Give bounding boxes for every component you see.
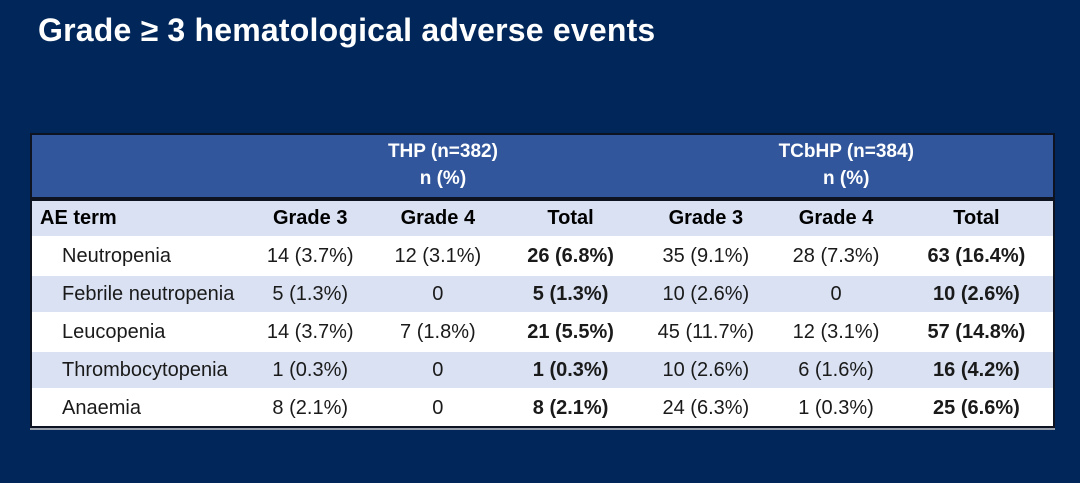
value-cell: 0 [374, 350, 502, 389]
value-cell: 10 (2.6%) [639, 274, 773, 313]
group-header-thp-name: THP (n=382) [387, 141, 498, 163]
column-header-tcbhp-grade3: Grade 3 [639, 199, 773, 237]
total-cell: 8 (2.1%) [501, 388, 640, 426]
total-cell: 25 (6.6%) [899, 388, 1053, 426]
total-cell: 63 (16.4%) [899, 236, 1053, 275]
ae-term-cell: Anaemia [32, 388, 247, 426]
value-cell: 1 (0.3%) [246, 350, 375, 389]
column-header-row: AE term Grade 3 Grade 4 Total Grade 3 Gr… [32, 199, 1053, 237]
total-cell: 57 (14.8%) [899, 312, 1053, 351]
total-cell: 16 (4.2%) [899, 350, 1053, 389]
adverse-events-table-container: THP (n=382) n (%) TCbHP (n=384) n (%) AE… [30, 133, 1055, 428]
value-cell: 7 (1.8%) [374, 312, 502, 351]
table-row-thrombocytopenia: Thrombocytopenia 1 (0.3%) 0 1 (0.3%) 10 … [32, 350, 1053, 389]
ae-term-cell: Thrombocytopenia [32, 350, 247, 389]
total-cell: 26 (6.8%) [501, 236, 640, 275]
group-header-tcbhp-unit: n (%) [823, 168, 870, 189]
table-row-febrile-neutropenia: Febrile neutropenia 5 (1.3%) 0 5 (1.3%) … [32, 274, 1053, 313]
value-cell: 45 (11.7%) [639, 312, 773, 351]
total-cell: 1 (0.3%) [501, 350, 640, 389]
group-header-thp-unit: n (%) [419, 168, 467, 189]
column-header-thp-grade4: Grade 4 [374, 199, 502, 237]
group-header-thp: THP (n=382) n (%) [246, 135, 640, 201]
value-cell: 1 (0.3%) [772, 388, 900, 426]
value-cell: 6 (1.6%) [772, 350, 900, 389]
column-header-ae-term: AE term [32, 199, 247, 237]
ae-term-cell: Febrile neutropenia [32, 274, 247, 313]
ae-term-cell: Leucopenia [32, 312, 247, 351]
column-header-thp-total: Total [501, 199, 640, 237]
ae-term-cell: Neutropenia [32, 236, 247, 275]
value-cell: 24 (6.3%) [639, 388, 773, 426]
value-cell: 5 (1.3%) [246, 274, 375, 313]
value-cell: 28 (7.3%) [772, 236, 900, 275]
value-cell: 35 (9.1%) [639, 236, 773, 275]
group-header-row: THP (n=382) n (%) TCbHP (n=384) n (%) [32, 135, 1053, 201]
total-cell: 10 (2.6%) [899, 274, 1053, 313]
total-cell: 21 (5.5%) [501, 312, 640, 351]
value-cell: 0 [772, 274, 900, 313]
group-header-tcbhp-name: TCbHP (n=384) [778, 141, 914, 163]
column-header-tcbhp-total: Total [899, 199, 1053, 237]
column-header-tcbhp-grade4: Grade 4 [772, 199, 900, 237]
value-cell: 0 [374, 274, 502, 313]
table-row-anaemia: Anaemia 8 (2.1%) 0 8 (2.1%) 24 (6.3%) 1 … [32, 388, 1053, 426]
value-cell: 12 (3.1%) [772, 312, 900, 351]
value-cell: 14 (3.7%) [246, 236, 375, 275]
value-cell: 8 (2.1%) [246, 388, 375, 426]
value-cell: 0 [374, 388, 502, 426]
value-cell: 10 (2.6%) [639, 350, 773, 389]
adverse-events-table: THP (n=382) n (%) TCbHP (n=384) n (%) AE… [32, 135, 1053, 426]
page-title: Grade ≥ 3 hematological adverse events [38, 12, 656, 48]
value-cell: 14 (3.7%) [246, 312, 375, 351]
table-row-neutropenia: Neutropenia 14 (3.7%) 12 (3.1%) 26 (6.8%… [32, 236, 1053, 275]
column-header-thp-grade3: Grade 3 [246, 199, 375, 237]
group-header-spacer [32, 135, 247, 201]
total-cell: 5 (1.3%) [501, 274, 640, 313]
value-cell: 12 (3.1%) [374, 236, 502, 275]
group-header-tcbhp: TCbHP (n=384) n (%) [639, 135, 1053, 201]
table-row-leucopenia: Leucopenia 14 (3.7%) 7 (1.8%) 21 (5.5%) … [32, 312, 1053, 351]
